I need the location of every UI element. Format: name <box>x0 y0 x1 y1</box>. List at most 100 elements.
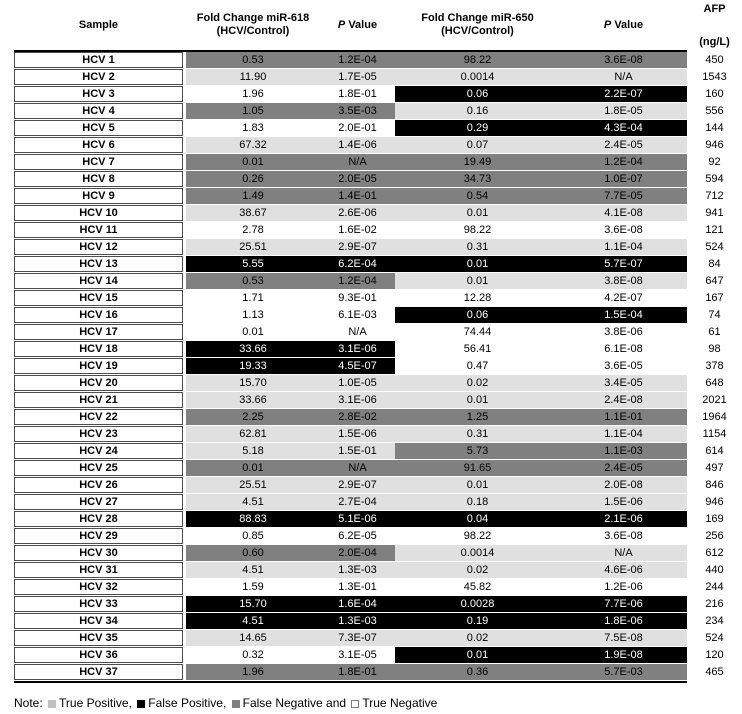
header-afp-line1: AFP <box>703 3 726 15</box>
afp-cell: 1154 <box>702 428 727 440</box>
p-value-mir650-cell: 2.4E-05 <box>604 139 643 151</box>
afp-cell: 524 <box>705 632 724 644</box>
mir650-group: 74.44 3.8E-06 <box>395 324 687 340</box>
p-value-mir650-cell: 1.5E-06 <box>604 496 643 508</box>
afp-cell: 74 <box>708 309 721 321</box>
table-row: HCV 24 5.18 1.5E-01 5.73 1.1E-03 614 <box>0 443 742 459</box>
mir618-group: 11.90 1.7E-05 <box>186 69 395 85</box>
mir618-group: 0.53 1.2E-04 <box>186 52 395 68</box>
p-value-mir650-cell: 7.7E-05 <box>604 190 643 202</box>
afp-cell: 941 <box>705 207 724 219</box>
table-row: HCV 9 1.49 1.4E-01 0.54 7.7E-05 712 <box>0 188 742 204</box>
table-row: HCV 15 1.71 9.3E-01 12.28 4.2E-07 167 <box>0 290 742 306</box>
sample-cell: HCV 9 <box>14 188 183 204</box>
afp-cell: 234 <box>705 615 724 627</box>
sample-cell: HCV 15 <box>14 290 183 306</box>
p-value-mir618-cell: 2.0E-05 <box>338 173 377 185</box>
sample-cell: HCV 25 <box>14 460 183 476</box>
header-divider-line <box>14 50 687 52</box>
p-value-mir650-cell: 4.2E-07 <box>604 292 643 304</box>
p-value-mir618-cell: 1.6E-02 <box>338 224 377 236</box>
table-row: HCV 37 1.96 1.8E-01 0.36 5.7E-03 465 <box>0 664 742 680</box>
fc-mir650-cell: 0.01 <box>466 479 489 491</box>
header-afp-line2: (ng/L) <box>699 36 730 48</box>
fc-mir650-cell: 0.01 <box>466 258 489 270</box>
table-row: HCV 22 2.25 2.8E-02 1.25 1.1E-01 1964 <box>0 409 742 425</box>
fc-mir650-cell: 0.04 <box>466 513 489 525</box>
p-value-mir618-cell: 1.8E-01 <box>338 88 377 100</box>
fc-mir618-cell: 1.49 <box>242 190 264 202</box>
mir618-group: 1.13 6.1E-03 <box>186 307 395 323</box>
mir618-group: 1.71 9.3E-01 <box>186 290 395 306</box>
mir618-group: 88.83 5.1E-06 <box>186 511 395 527</box>
p-value-mir650-cell: 3.8E-06 <box>604 326 643 338</box>
sample-cell: HCV 13 <box>14 256 183 272</box>
fc-mir618-cell: 1.59 <box>242 581 264 593</box>
afp-cell: 524 <box>705 241 724 253</box>
note-prefix: Note: <box>14 696 47 710</box>
fc-mir650-cell: 19.49 <box>463 156 492 168</box>
fc-mir618-cell: 0.60 <box>242 547 264 559</box>
fc-mir650-cell: 0.02 <box>466 377 489 389</box>
p-value-mir650-cell: 3.6E-05 <box>604 360 643 372</box>
header-afp: AFP (ng/L) <box>687 0 742 50</box>
mir618-group: 1.05 3.5E-03 <box>186 103 395 119</box>
mir650-group: 0.19 1.8E-06 <box>395 613 687 629</box>
fc-mir618-cell: 2.25 <box>242 411 264 423</box>
mir650-group: 0.06 1.5E-04 <box>395 307 687 323</box>
afp-cell: 61 <box>708 326 721 338</box>
sample-cell: HCV 26 <box>14 477 183 493</box>
fc-mir650-cell: 5.73 <box>466 445 489 457</box>
fc-mir618-cell: 1.71 <box>242 292 264 304</box>
sample-cell: HCV 30 <box>14 545 183 561</box>
p-value-mir618-cell: 6.2E-05 <box>338 530 377 542</box>
mir618-group: 4.51 1.3E-03 <box>186 562 395 578</box>
header-fc618-line1: Fold Change miR-618 <box>196 12 310 24</box>
mir650-group: 0.36 5.7E-03 <box>395 664 687 680</box>
table-row: HCV 25 0.01 N/A 91.65 2.4E-05 497 <box>0 460 742 476</box>
fc-mir618-cell: 5.18 <box>242 445 264 457</box>
fc-mir650-cell: 74.44 <box>463 326 492 338</box>
p-value-mir650-cell: 3.8E-08 <box>604 275 643 287</box>
fc-mir650-cell: 0.0028 <box>460 598 495 610</box>
afp-cell: 614 <box>705 445 724 457</box>
p-rest: Value <box>611 18 644 31</box>
fc-mir650-cell: 0.06 <box>466 309 489 321</box>
header-sample-label: Sample <box>78 18 119 31</box>
afp-cell: 1543 <box>702 71 727 83</box>
fc-mir618-cell: 1.96 <box>242 88 264 100</box>
fc-mir650-cell: 45.82 <box>463 581 492 593</box>
legend-square-fp <box>137 700 146 708</box>
table-row: HCV 2 11.90 1.7E-05 0.0014 N/A 1543 <box>0 69 742 85</box>
table-row: HCV 20 15.70 1.0E-05 0.02 3.4E-05 648 <box>0 375 742 391</box>
fc-mir618-cell: 15.70 <box>239 377 267 389</box>
mir650-group: 98.22 3.6E-08 <box>395 222 687 238</box>
fc-mir618-cell: 33.66 <box>239 394 267 406</box>
p-value-mir650-cell: 3.6E-08 <box>604 224 643 236</box>
table-row: HCV 30 0.60 2.0E-04 0.0014 N/A 612 <box>0 545 742 561</box>
fc-mir650-cell: 34.73 <box>463 173 492 185</box>
mir650-group: 0.0014 N/A <box>395 545 687 561</box>
mir618-group: 0.85 6.2E-05 <box>186 528 395 544</box>
table-row: HCV 32 1.59 1.3E-01 45.82 1.2E-06 244 <box>0 579 742 595</box>
sample-cell: HCV 7 <box>14 154 183 170</box>
fc-mir650-cell: 0.29 <box>466 122 489 134</box>
fc-mir618-cell: 88.83 <box>239 513 267 525</box>
p-value-mir618-cell: 2.7E-04 <box>338 496 377 508</box>
mir650-group: 0.01 1.9E-08 <box>395 647 687 663</box>
mir618-group: 1.83 2.0E-01 <box>186 120 395 136</box>
sample-cell: HCV 35 <box>14 630 183 646</box>
afp-cell: 256 <box>705 530 724 542</box>
p-value-mir618-cell: 3.1E-06 <box>338 394 377 406</box>
fc-mir650-cell: 98.22 <box>463 224 492 236</box>
mir650-group: 45.82 1.2E-06 <box>395 579 687 595</box>
mir650-group: 0.16 1.8E-05 <box>395 103 687 119</box>
p-value-mir650-cell: 3.6E-08 <box>604 54 643 66</box>
p-value-mir618-cell: 6.2E-04 <box>338 258 377 270</box>
mir618-group: 25.51 2.9E-07 <box>186 477 395 493</box>
p-value-mir618-cell: 3.5E-03 <box>338 105 377 117</box>
afp-cell: 612 <box>705 547 724 559</box>
sample-cell: HCV 10 <box>14 205 183 221</box>
p-value-mir618-cell: 1.6E-04 <box>338 598 377 610</box>
